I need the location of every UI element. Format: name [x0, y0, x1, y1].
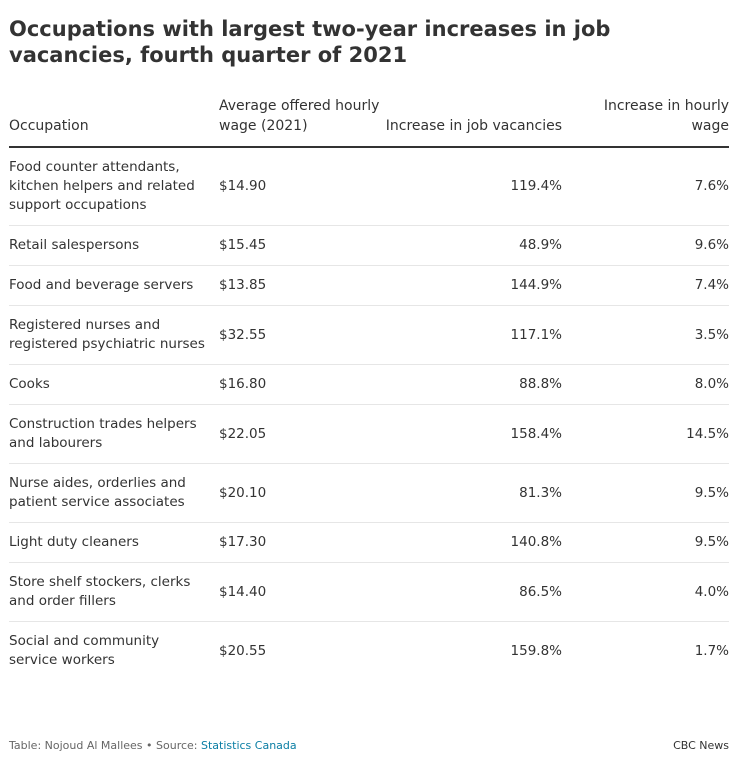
occupation-cell: Food and beverage servers — [9, 265, 219, 306]
wage-increase-cell: 9.5% — [562, 522, 729, 563]
table-row: Cooks $16.80 88.8% 8.0% — [9, 364, 729, 405]
wage-increase-cell: 9.6% — [562, 225, 729, 266]
table-row: Food and beverage servers $13.85 144.9% 7.4… — [9, 265, 729, 306]
footer-credit: Table: Nojoud Al Mallees • Source: — [9, 739, 201, 752]
wage-cell: $15.45 — [219, 225, 384, 266]
wage-cell: $32.55 — [219, 305, 384, 365]
table-row: Nurse aides, orderlies and patient servi… — [9, 463, 729, 523]
occupation-cell: Food counter attendants, kitchen helpers… — [9, 147, 219, 226]
vacancy-increase-cell: 158.4% — [384, 404, 562, 464]
wage-cell: $13.85 — [219, 265, 384, 306]
vacancy-increase-cell: 119.4% — [384, 147, 562, 226]
table-row: Social and community service workers $20.… — [9, 622, 729, 681]
occupation-cell: Nurse aides, orderlies and patient servi… — [9, 463, 219, 523]
footer: Table: Nojoud Al Mallees • Source: Stati… — [9, 739, 729, 753]
vacancy-increase-cell: 159.8% — [510, 642, 562, 659]
wage-increase-cell: 8.0% — [562, 364, 729, 405]
wage-increase-cell: 14.5% — [562, 404, 729, 464]
table-row: Construction trades helpers and labourer… — [9, 404, 729, 464]
wage-cell: $14.90 — [219, 147, 384, 226]
table-row: Registered nurses and registered psychia… — [9, 305, 729, 365]
vacancy-increase-cell: 48.9% — [384, 225, 562, 266]
vacancy-increase-cell: 117.1% — [384, 305, 562, 365]
vacancy-increase-cell: 140.8% — [384, 522, 562, 563]
data-table: Occupation Average offered hourly wage (… — [9, 96, 729, 680]
wage-increase-cell: 9.5% — [562, 463, 729, 523]
wage-cell: $17.30 — [219, 522, 384, 563]
table-row: Light duty cleaners $17.30 140.8% 9.5% — [9, 522, 729, 563]
wage-cell: $14.40 — [219, 562, 384, 622]
occupation-cell: Light duty cleaners — [9, 522, 219, 563]
vacancy-increase-cell: 144.9% — [384, 265, 562, 306]
wage-cell: $20.55 — [219, 642, 267, 659]
chart-title: Occupations with largest two-year increa… — [9, 17, 611, 67]
wage-cell: $22.05 — [219, 404, 384, 464]
column-header-wage-increase: Increase in hourly wage — [562, 96, 729, 148]
occupation-cell: Store shelf stockers, clerks and order f… — [9, 562, 219, 622]
table-row: Food counter attendants, kitchen helpers… — [9, 147, 729, 226]
vacancy-increase-cell: 86.5% — [384, 562, 562, 622]
source-link[interactable]: Statistics Canada — [201, 739, 297, 752]
wage-increase-cell: 3.5% — [562, 305, 729, 365]
wage-increase-cell: 7.6% — [562, 147, 729, 226]
vacancy-increase-cell: 88.8% — [384, 364, 562, 405]
brand-label: CBC News — [673, 739, 729, 752]
column-header-occupation: Occupation — [9, 96, 219, 148]
column-header-wage: Average offered hourly wage (2021) — [219, 96, 384, 148]
wage-increase-cell: 1.7% — [694, 642, 729, 659]
occupation-cell: Construction trades helpers and labourer… — [9, 404, 219, 464]
occupation-cell: Retail salespersons — [9, 225, 219, 266]
wage-increase-cell: 7.4% — [562, 265, 729, 306]
table-row: Store shelf stockers, clerks and order f… — [9, 562, 729, 622]
occupation-cell: Registered nurses and registered psychia… — [9, 305, 219, 365]
wage-increase-cell: 4.0% — [562, 562, 729, 622]
header-row: Occupation Average offered hourly wage (… — [9, 96, 729, 148]
occupation-cell: Social and community service workers — [9, 633, 160, 668]
occupation-cell: Cooks — [9, 364, 219, 405]
table-row: Retail salespersons $15.45 48.9% 9.6% — [9, 225, 729, 266]
vacancy-increase-cell: 81.3% — [384, 463, 562, 523]
wage-cell: $20.10 — [219, 463, 384, 523]
column-header-vacancy-increase: Increase in job vacancies — [384, 96, 562, 148]
wage-cell: $16.80 — [219, 364, 384, 405]
